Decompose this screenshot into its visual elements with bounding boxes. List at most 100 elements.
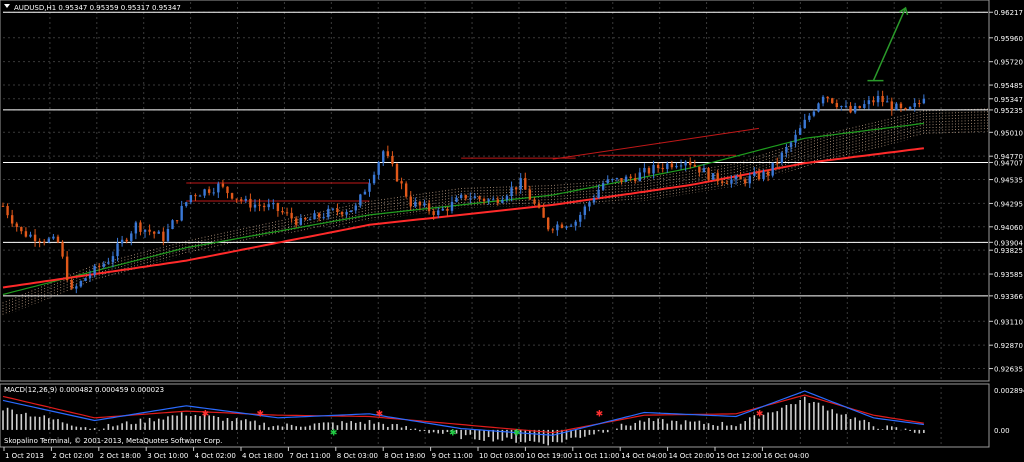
- price-tick-label: 0.95485: [994, 82, 1023, 90]
- candle-body: [583, 206, 587, 215]
- candle-body: [867, 100, 871, 105]
- candle-body: [450, 201, 454, 211]
- candle-body: [519, 178, 522, 190]
- candle-body: [872, 100, 875, 103]
- candle-body: [913, 103, 916, 107]
- candle-body: [698, 166, 701, 173]
- candle-body: [739, 176, 742, 180]
- candle-body: [918, 103, 921, 105]
- candle-body: [134, 222, 138, 234]
- candle-body: [753, 172, 756, 176]
- candle-body: [510, 187, 513, 197]
- price-axis[interactable]: 0.96217 0.95960 0.95720 0.95485 0.95347 0.952…: [989, 9, 1023, 374]
- time-axis[interactable]: 1 Oct 2013 2 Oct 02:00 2 Oct 18:00 3 Oct 10…: [3, 447, 809, 460]
- candle-body: [116, 243, 119, 257]
- candle-body: [120, 239, 124, 244]
- candle-body: [629, 176, 632, 179]
- candle-body: [423, 203, 426, 206]
- price-tick-label: 0.92635: [994, 366, 1023, 374]
- candle-body: [61, 242, 64, 257]
- candle-body: [643, 167, 646, 173]
- candle-body: [313, 213, 316, 220]
- candle-body: [711, 173, 715, 180]
- candle-body: [331, 208, 335, 210]
- candle-body: [908, 106, 912, 110]
- candle-body: [881, 95, 884, 103]
- macd-axis: 0.002894 0.00: [994, 387, 1024, 435]
- horizontal-levels[interactable]: [3, 11, 988, 297]
- candle-body: [469, 198, 472, 200]
- candle-body: [487, 199, 490, 202]
- candle-body: [647, 167, 651, 174]
- price-tick-label: 0.95010: [994, 129, 1023, 137]
- candle-body: [359, 194, 362, 206]
- time-tick-label: 16 Oct 04:00: [763, 452, 809, 460]
- candle-body: [427, 203, 431, 212]
- macd-tick-label: 0.002894: [994, 387, 1024, 395]
- candle-body: [317, 213, 321, 218]
- macd-signal-marks: ✱ ✱ ✱ ✱ ✱ ✱ ✱ ✱: [202, 410, 764, 439]
- candle-body: [844, 105, 848, 107]
- candle-body: [922, 98, 926, 104]
- moving-average-green: [2, 122, 924, 296]
- price-tick-label: 0.96217: [994, 9, 1023, 17]
- candle-body: [20, 226, 23, 232]
- price-pane[interactable]: AUDUSD,H1 0.95347 0.95359 0.95317 0.9534…: [0, 0, 990, 382]
- candle-body: [88, 274, 92, 279]
- candle-body: [615, 177, 619, 180]
- trend-arrow[interactable]: [867, 6, 909, 82]
- price-tick-label: 0.94770: [994, 153, 1023, 161]
- trend-boxes[interactable]: [186, 127, 760, 202]
- candle-body: [272, 203, 275, 205]
- price-tick-label: 0.93825: [994, 247, 1023, 255]
- price-tick-label: 0.95960: [994, 35, 1023, 43]
- candle-body: [831, 98, 834, 104]
- macd-sell-mark-icon: ✱: [202, 410, 210, 420]
- candle-body: [496, 199, 499, 203]
- macd-main-line: [2, 390, 924, 436]
- macd-histogram: [2, 396, 925, 446]
- candle-body: [693, 164, 696, 167]
- candle-body: [290, 212, 293, 219]
- price-tick-label: 0.94060: [994, 224, 1023, 232]
- candle-body: [835, 103, 839, 107]
- macd-pane[interactable]: ✱ ✱ ✱ ✱ ✱ ✱ ✱ ✱ MACD(12,26,9) 0.000482 0.000459…: [0, 383, 990, 448]
- candle-body: [157, 231, 160, 234]
- candle-body: [33, 234, 37, 241]
- candle-body: [569, 225, 573, 227]
- candle-body: [207, 189, 211, 193]
- time-tick-label: 14 Oct 04:00: [621, 452, 667, 460]
- moving-average-red: [2, 147, 925, 289]
- price-tick-label: 0.93904: [994, 239, 1023, 247]
- macd-buy-mark-icon: ✱: [513, 428, 521, 438]
- candle-body: [789, 142, 793, 148]
- candle-body: [716, 173, 719, 182]
- candle-body: [285, 212, 289, 214]
- macd-buy-mark-icon: ✱: [449, 428, 457, 438]
- candle-body: [15, 223, 18, 227]
- dropdown-triangle-icon[interactable]: [4, 4, 10, 8]
- candle-body: [505, 196, 509, 200]
- candle-body: [194, 195, 197, 197]
- candle-body: [327, 208, 330, 218]
- candle-body: [666, 163, 669, 170]
- candle-body: [217, 183, 220, 193]
- macd-buy-mark-icon: ✱: [330, 428, 338, 438]
- macd-sell-mark-icon: ✱: [596, 410, 604, 420]
- candle-body: [675, 165, 678, 168]
- candle-body: [725, 182, 729, 184]
- time-tick-label: 3 Oct 10:00: [147, 452, 188, 460]
- candle-body: [143, 229, 147, 232]
- candle-body: [514, 187, 518, 190]
- candle-body: [899, 103, 903, 109]
- candle-body: [377, 162, 380, 175]
- candle-body: [148, 229, 151, 232]
- candle-body: [702, 168, 706, 173]
- candle-body: [98, 265, 101, 267]
- macd-tick-label: 0.00: [994, 427, 1010, 435]
- candle-body: [652, 164, 655, 174]
- candle-body: [24, 231, 28, 237]
- candle-body: [853, 106, 857, 113]
